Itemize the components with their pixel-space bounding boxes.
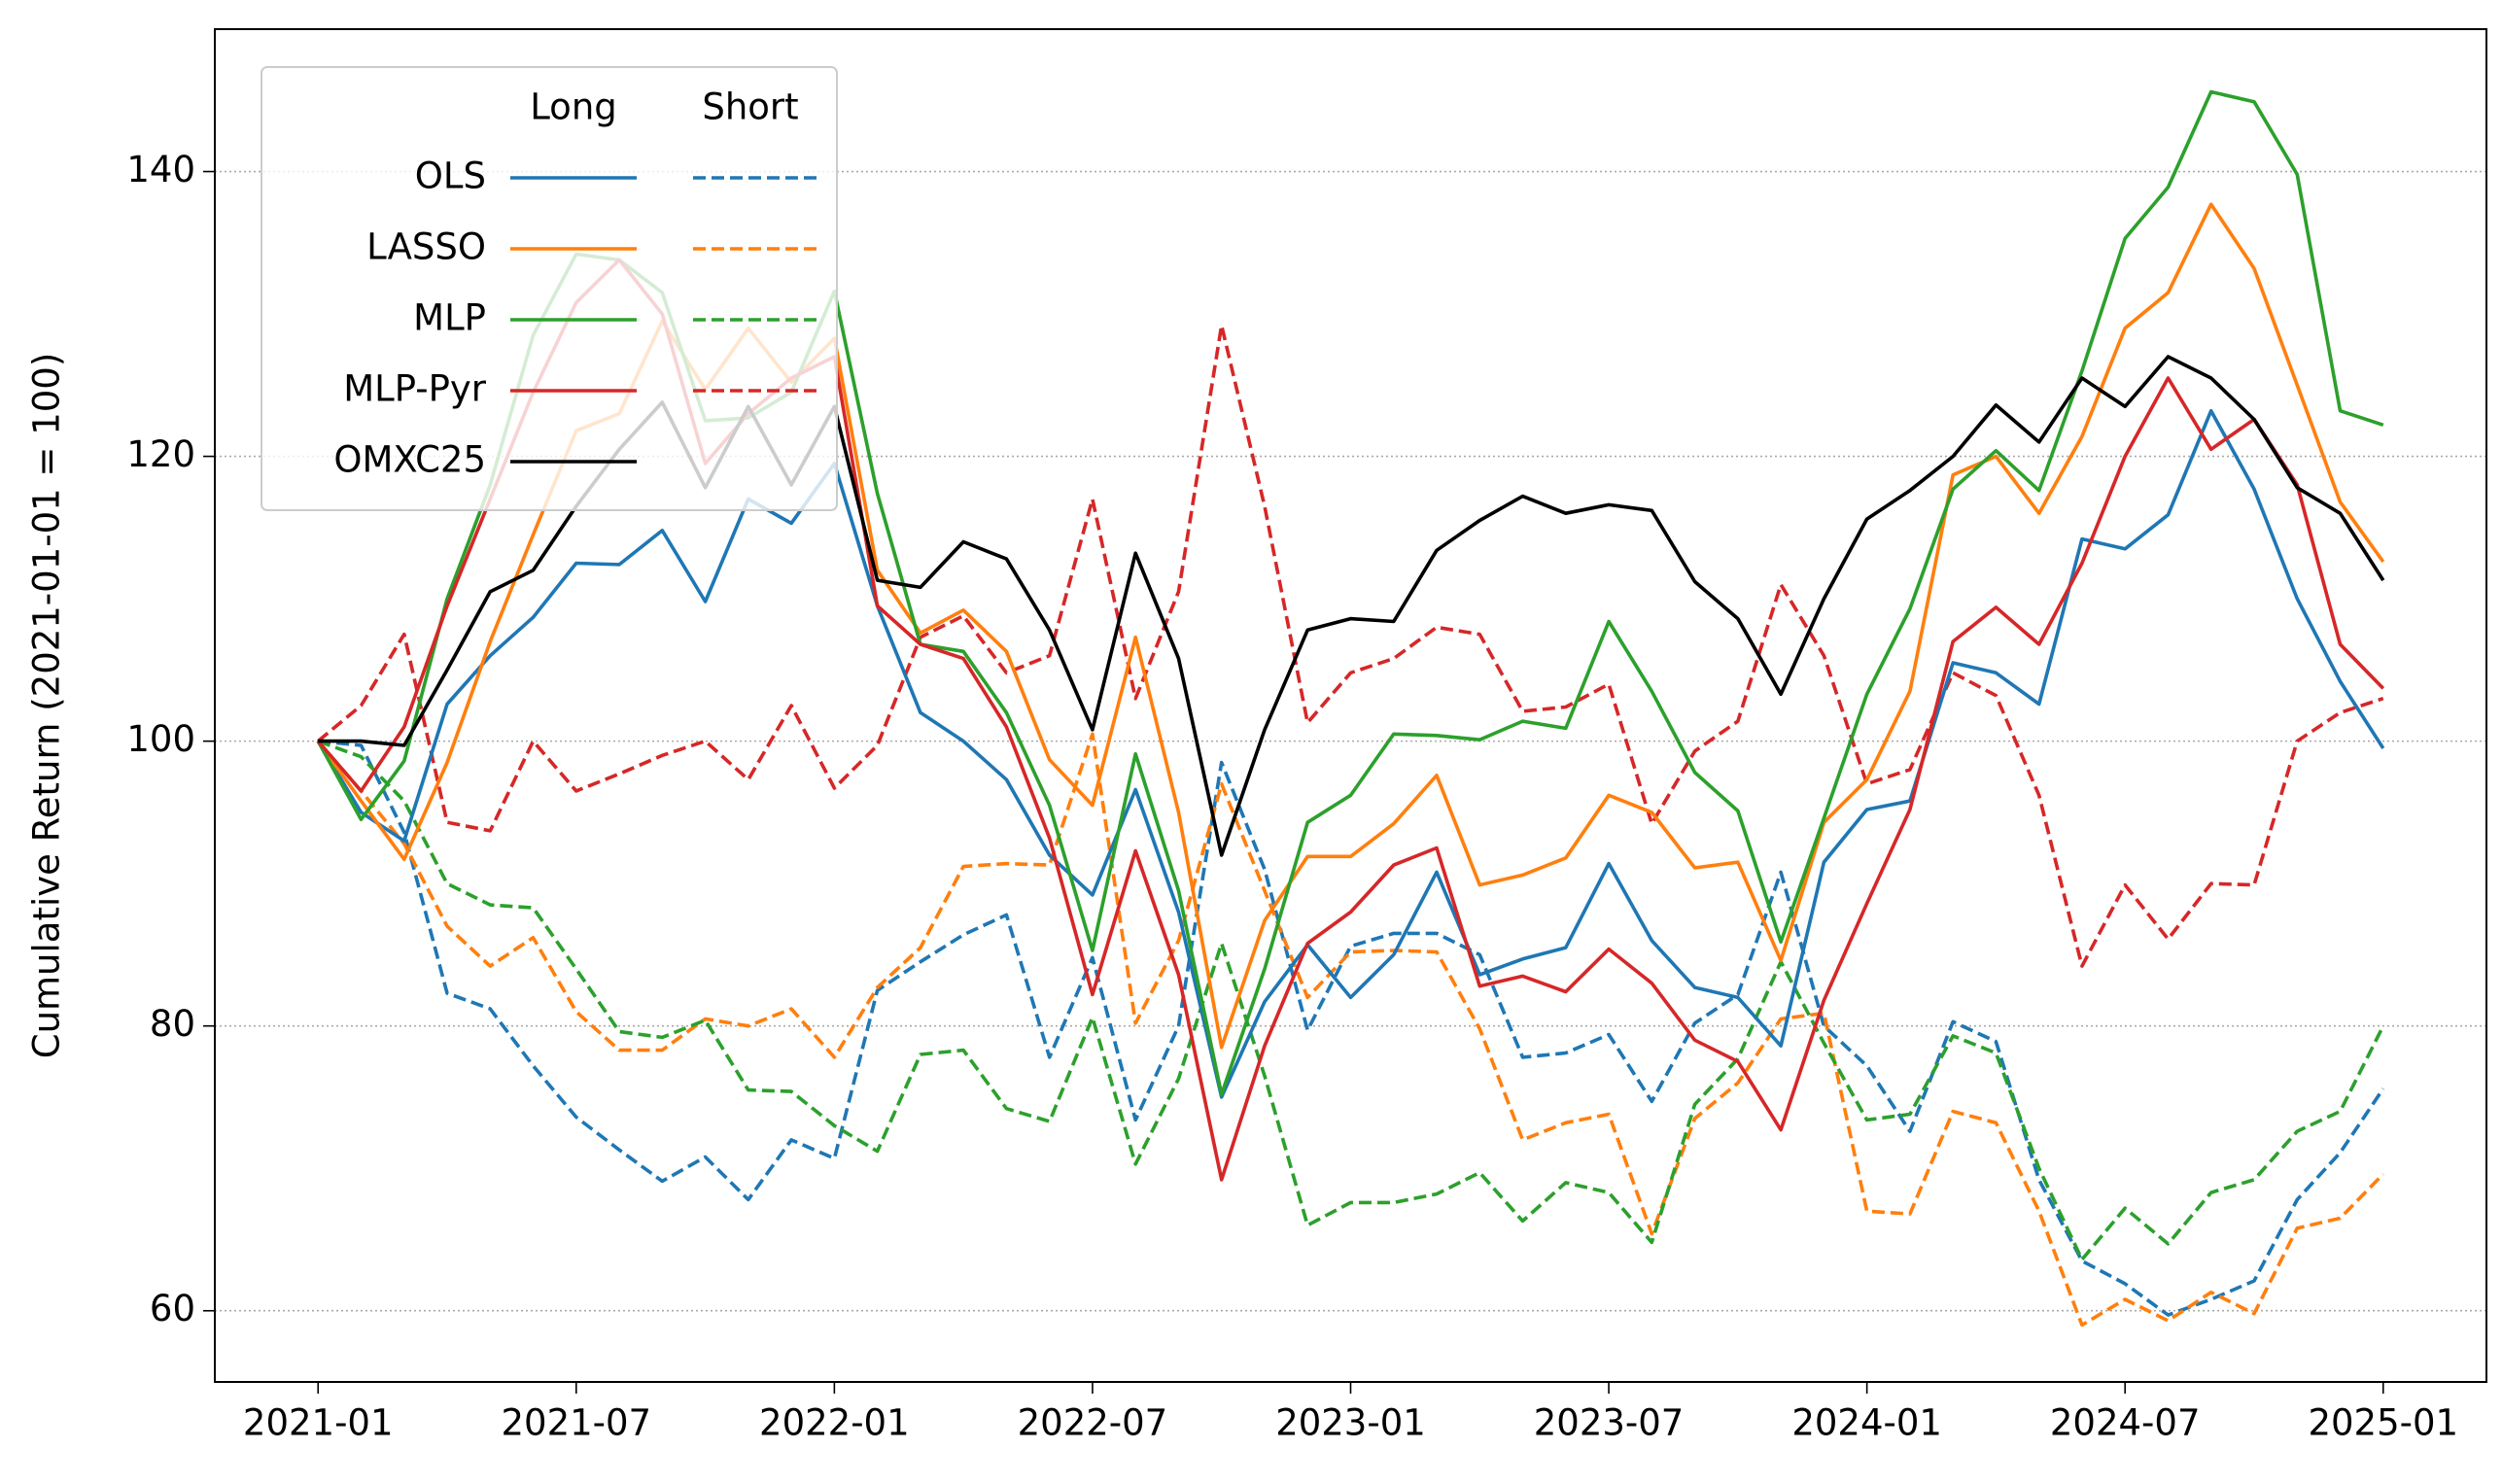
x-tick-label: 2022-01 [759, 1402, 910, 1444]
x-tick-label: 2021-01 [243, 1402, 394, 1444]
legend-label: MLP [413, 297, 486, 339]
y-tick-label: 120 [126, 433, 195, 475]
x-tick-label: 2021-07 [501, 1402, 651, 1444]
y-tick-label: 140 [126, 149, 195, 190]
legend-label: LASSO [366, 226, 486, 268]
short-line [318, 739, 2385, 1317]
legend-label: OLS [415, 155, 486, 197]
long-line [316, 408, 2385, 1099]
x-tick-label: 2025-01 [2308, 1402, 2458, 1444]
y-tick-label: 60 [150, 1288, 195, 1329]
short-line [317, 324, 2384, 968]
legend-label: OMXC25 [333, 439, 486, 481]
x-tick-label: 2023-07 [1534, 1402, 1685, 1444]
axes-frame [214, 28, 2487, 1383]
y-tick-label: 80 [150, 1003, 195, 1045]
legend-column-header: Long [530, 86, 617, 128]
x-tick-label: 2023-01 [1275, 1402, 1426, 1444]
legend-label: MLP-Pyr [343, 368, 487, 410]
legend-column-header: Short [702, 86, 798, 128]
x-tick-label: 2024-01 [1791, 1402, 1942, 1444]
x-tick-label: 2022-07 [1018, 1402, 1168, 1444]
short-line [316, 732, 2385, 1328]
short-line [317, 739, 2385, 1261]
y-axis-label: Cumulative Return (2021-01-01 = 100) [26, 353, 68, 1059]
y-tick-label: 100 [126, 718, 195, 760]
x-tick-label: 2024-07 [2050, 1402, 2201, 1444]
